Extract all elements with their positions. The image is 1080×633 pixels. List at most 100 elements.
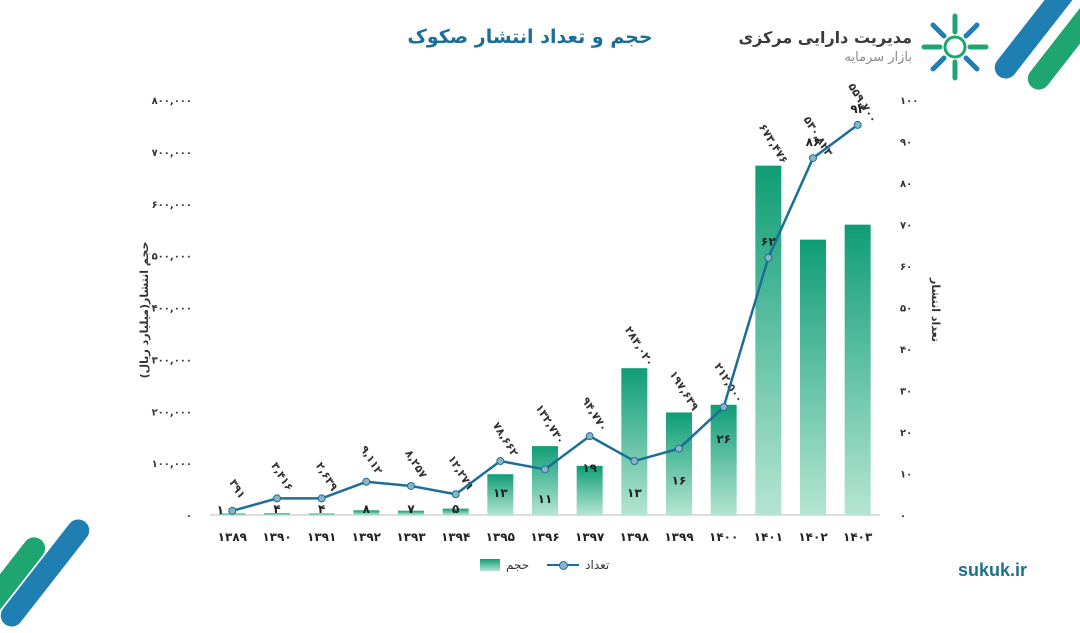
website-link[interactable]: sukuk.ir xyxy=(958,560,1028,580)
count-value-label: ۴ xyxy=(318,502,325,516)
bar xyxy=(621,368,648,515)
legend-item-count: تعداد xyxy=(547,558,609,572)
y2-tick-label: ۰ xyxy=(900,511,906,522)
x-tick-label: ۱۳۹۵ xyxy=(486,530,515,544)
count-value-label: ۱ xyxy=(217,503,224,517)
legend-label-volume: حجم xyxy=(506,558,530,572)
bar-value-label: ۹,۱۱۲ xyxy=(358,443,386,476)
y2-tick-label: ۱۰ xyxy=(900,470,912,481)
count-point xyxy=(585,432,594,441)
bar xyxy=(755,165,782,515)
y2-tick-label: ۸۰ xyxy=(900,179,912,190)
y2-tick-label: ۵۰ xyxy=(900,304,912,315)
legend-item-volume: حجم xyxy=(480,558,529,572)
count-value-label: ۸ xyxy=(363,502,371,516)
y2-axis-label: تعداد انتشار xyxy=(929,277,942,342)
x-tick-label: ۱۳۹۷ xyxy=(575,530,605,544)
count-point xyxy=(630,457,639,466)
count-value-label: ۱۱ xyxy=(538,492,553,506)
count-value-label: ۹۴ xyxy=(850,102,865,116)
x-tick-label: ۱۳۹۹ xyxy=(664,530,694,544)
bar-value-label: ۳۹۱ xyxy=(226,477,248,501)
chart-legend: تعداد حجم xyxy=(480,558,609,572)
bar-value-label: ۲۱۲,۵۰۰ xyxy=(711,361,746,406)
count-value-label: ۲۶ xyxy=(716,432,731,446)
bar xyxy=(442,508,469,515)
y-tick-label: ۳۰۰,۰۰۰ xyxy=(152,355,192,366)
y-tick-label: ۶۰۰,۰۰۰ xyxy=(152,200,192,211)
count-point xyxy=(451,490,460,499)
count-value-label: ۸۶ xyxy=(806,135,821,149)
bar xyxy=(398,510,424,515)
x-tick-label: ۱۳۹۰ xyxy=(262,530,291,544)
x-tick-label: ۱۴۰۰ xyxy=(709,530,738,544)
x-tick-label: ۱۳۹۱ xyxy=(307,530,336,544)
y-axis-label: حجم انتشار(میلیارد ریال) xyxy=(138,242,151,379)
y2-tick-label: ۳۰ xyxy=(900,387,912,398)
bar-value-label: ۷۸,۶۶۲ xyxy=(490,420,521,459)
org-name: مدیریت دارایی مرکزی xyxy=(738,28,912,47)
count-point xyxy=(764,253,773,262)
count-point xyxy=(273,494,281,503)
count-value-label: ۱۹ xyxy=(582,461,597,475)
count-point xyxy=(853,120,862,129)
bar xyxy=(308,513,335,515)
x-tick-label: ۱۳۸۹ xyxy=(218,530,248,544)
chart-area: ۰ ۱۰۰,۰۰۰ ۲۰۰,۰۰۰ ۳۰۰,۰۰۰ ۴۰۰,۰۰۰ ۵۰۰,۰۰۰ ۶۰۰,… xyxy=(138,81,942,544)
logo-icon xyxy=(921,13,989,81)
bar xyxy=(666,412,692,515)
legend-label-count: تعداد xyxy=(585,558,610,572)
count-point xyxy=(719,403,728,412)
x-tick-label: ۱۳۹۳ xyxy=(396,530,426,544)
bar xyxy=(800,239,826,516)
x-tick-label: ۱۴۰۱ xyxy=(754,530,783,544)
org-subtitle: بازار سرمایه xyxy=(844,50,912,65)
bar xyxy=(532,446,558,515)
count-point xyxy=(228,506,237,515)
bar-value-label: ۶۷۳,۴۷۶ xyxy=(756,121,791,166)
y-tick-label: ۵۰۰,۰۰۰ xyxy=(152,252,192,263)
count-point xyxy=(407,481,415,490)
y-tick-label: ۸۰۰,۰۰۰ xyxy=(152,96,192,107)
bar-value-label: ۱۲,۲۷۹ xyxy=(445,453,476,492)
bar-value-label: ۱۹۷,۶۳۹ xyxy=(667,368,702,413)
count-value-label: ۵ xyxy=(452,502,459,516)
y2-tick-label: ۹۰ xyxy=(900,138,912,149)
bar-value-label: ۹۴,۷۷۰ xyxy=(579,395,610,434)
bar-value-label: ۲,۶۳۹ xyxy=(313,460,341,493)
count-value-label: ۱۳ xyxy=(627,486,642,500)
count-value-label: ۷ xyxy=(407,502,415,516)
count-point xyxy=(675,444,683,453)
count-value-label: ۶۲ xyxy=(761,235,776,249)
count-point xyxy=(496,457,505,466)
count-value-label: ۱۳ xyxy=(493,486,508,500)
bar xyxy=(576,465,603,515)
y-tick-label: ۷۰۰,۰۰۰ xyxy=(152,148,192,159)
y-tick-label: ۲۰۰,۰۰۰ xyxy=(152,407,192,418)
count-point xyxy=(362,477,371,486)
bar xyxy=(487,474,514,515)
count-point xyxy=(317,494,326,503)
bar-value-label: ۸,۲۵۷ xyxy=(402,447,430,480)
y2-tick-label: ۱۰۰ xyxy=(900,96,918,107)
x-tick-label: ۱۴۰۳ xyxy=(843,530,873,544)
chart-title: حجم و تعداد انتشار صکوک xyxy=(407,26,653,48)
x-tick-label: ۱۳۹۲ xyxy=(352,530,382,544)
x-tick-label: ۱۳۹۸ xyxy=(620,530,650,544)
count-point xyxy=(809,154,817,163)
count-value-label: ۴ xyxy=(273,502,280,516)
bar-value-label: ۳,۴۱۶ xyxy=(268,460,295,493)
bar xyxy=(353,510,380,515)
bar xyxy=(264,513,290,515)
x-tick-label: ۱۳۹۴ xyxy=(441,530,470,544)
y2-tick-label: ۴۰ xyxy=(900,345,912,356)
count-value-label: ۱۶ xyxy=(672,474,687,488)
bar xyxy=(844,224,871,515)
x-tick-label: ۱۴۰۲ xyxy=(798,530,828,544)
bar-value-label: ۲۸۳,۰۲۰ xyxy=(622,324,657,369)
legend-swatch-bar xyxy=(480,559,500,571)
bar-value-label: ۱۳۲,۷۳۰ xyxy=(533,402,568,447)
y2-tick-label: ۲۰ xyxy=(900,428,912,439)
y-tick-label: ۰ xyxy=(186,511,192,522)
legend-swatch-line xyxy=(547,561,580,570)
